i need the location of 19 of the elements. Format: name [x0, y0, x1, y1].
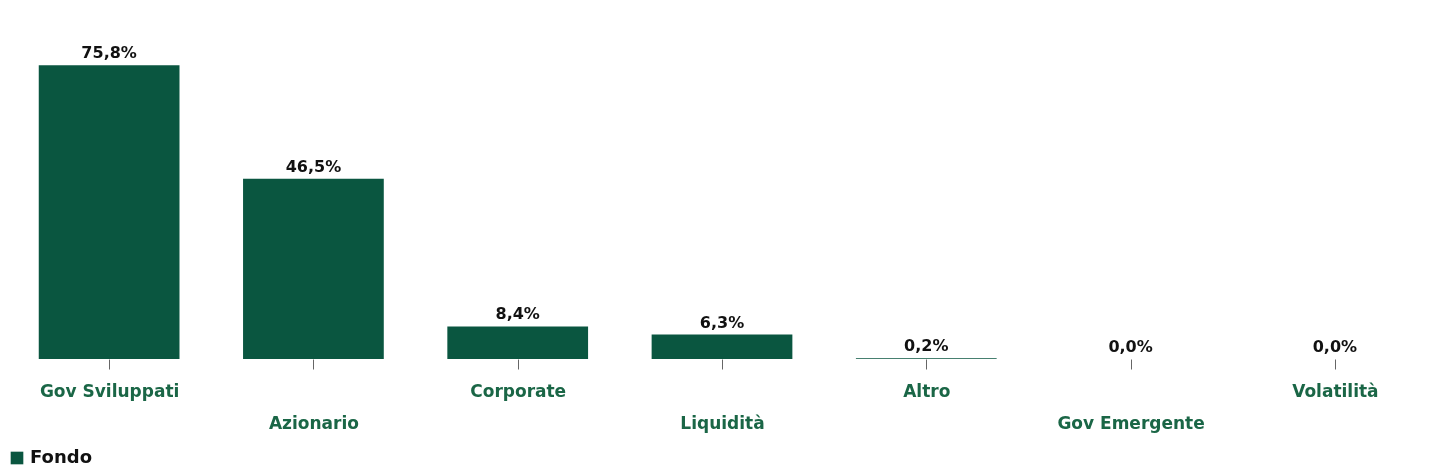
data-label: 0,0% [1108, 337, 1153, 356]
x-tick-label: Volatilità [1292, 380, 1379, 401]
bar [447, 326, 589, 359]
data-label: 0,0% [1312, 337, 1358, 356]
data-label: 75,8% [81, 43, 137, 63]
x-tick-label: Gov Sviluppati [39, 380, 180, 401]
x-tick-label: Altro [903, 380, 951, 401]
data-label: 6,3% [699, 312, 745, 332]
x-tick-label: Gov Emergente [1057, 412, 1205, 433]
data-label: 46,5% [285, 156, 342, 176]
data-label: 0,2% [904, 336, 949, 356]
bar [651, 334, 793, 359]
legend-label: Fondo [30, 446, 92, 467]
data-label: 8,4% [495, 304, 540, 324]
x-tick-label: Azionario [268, 412, 359, 433]
bar [38, 65, 180, 359]
bar [243, 178, 384, 359]
x-tick-label: Corporate [470, 380, 567, 401]
x-tick-label: Liquidità [680, 412, 765, 433]
